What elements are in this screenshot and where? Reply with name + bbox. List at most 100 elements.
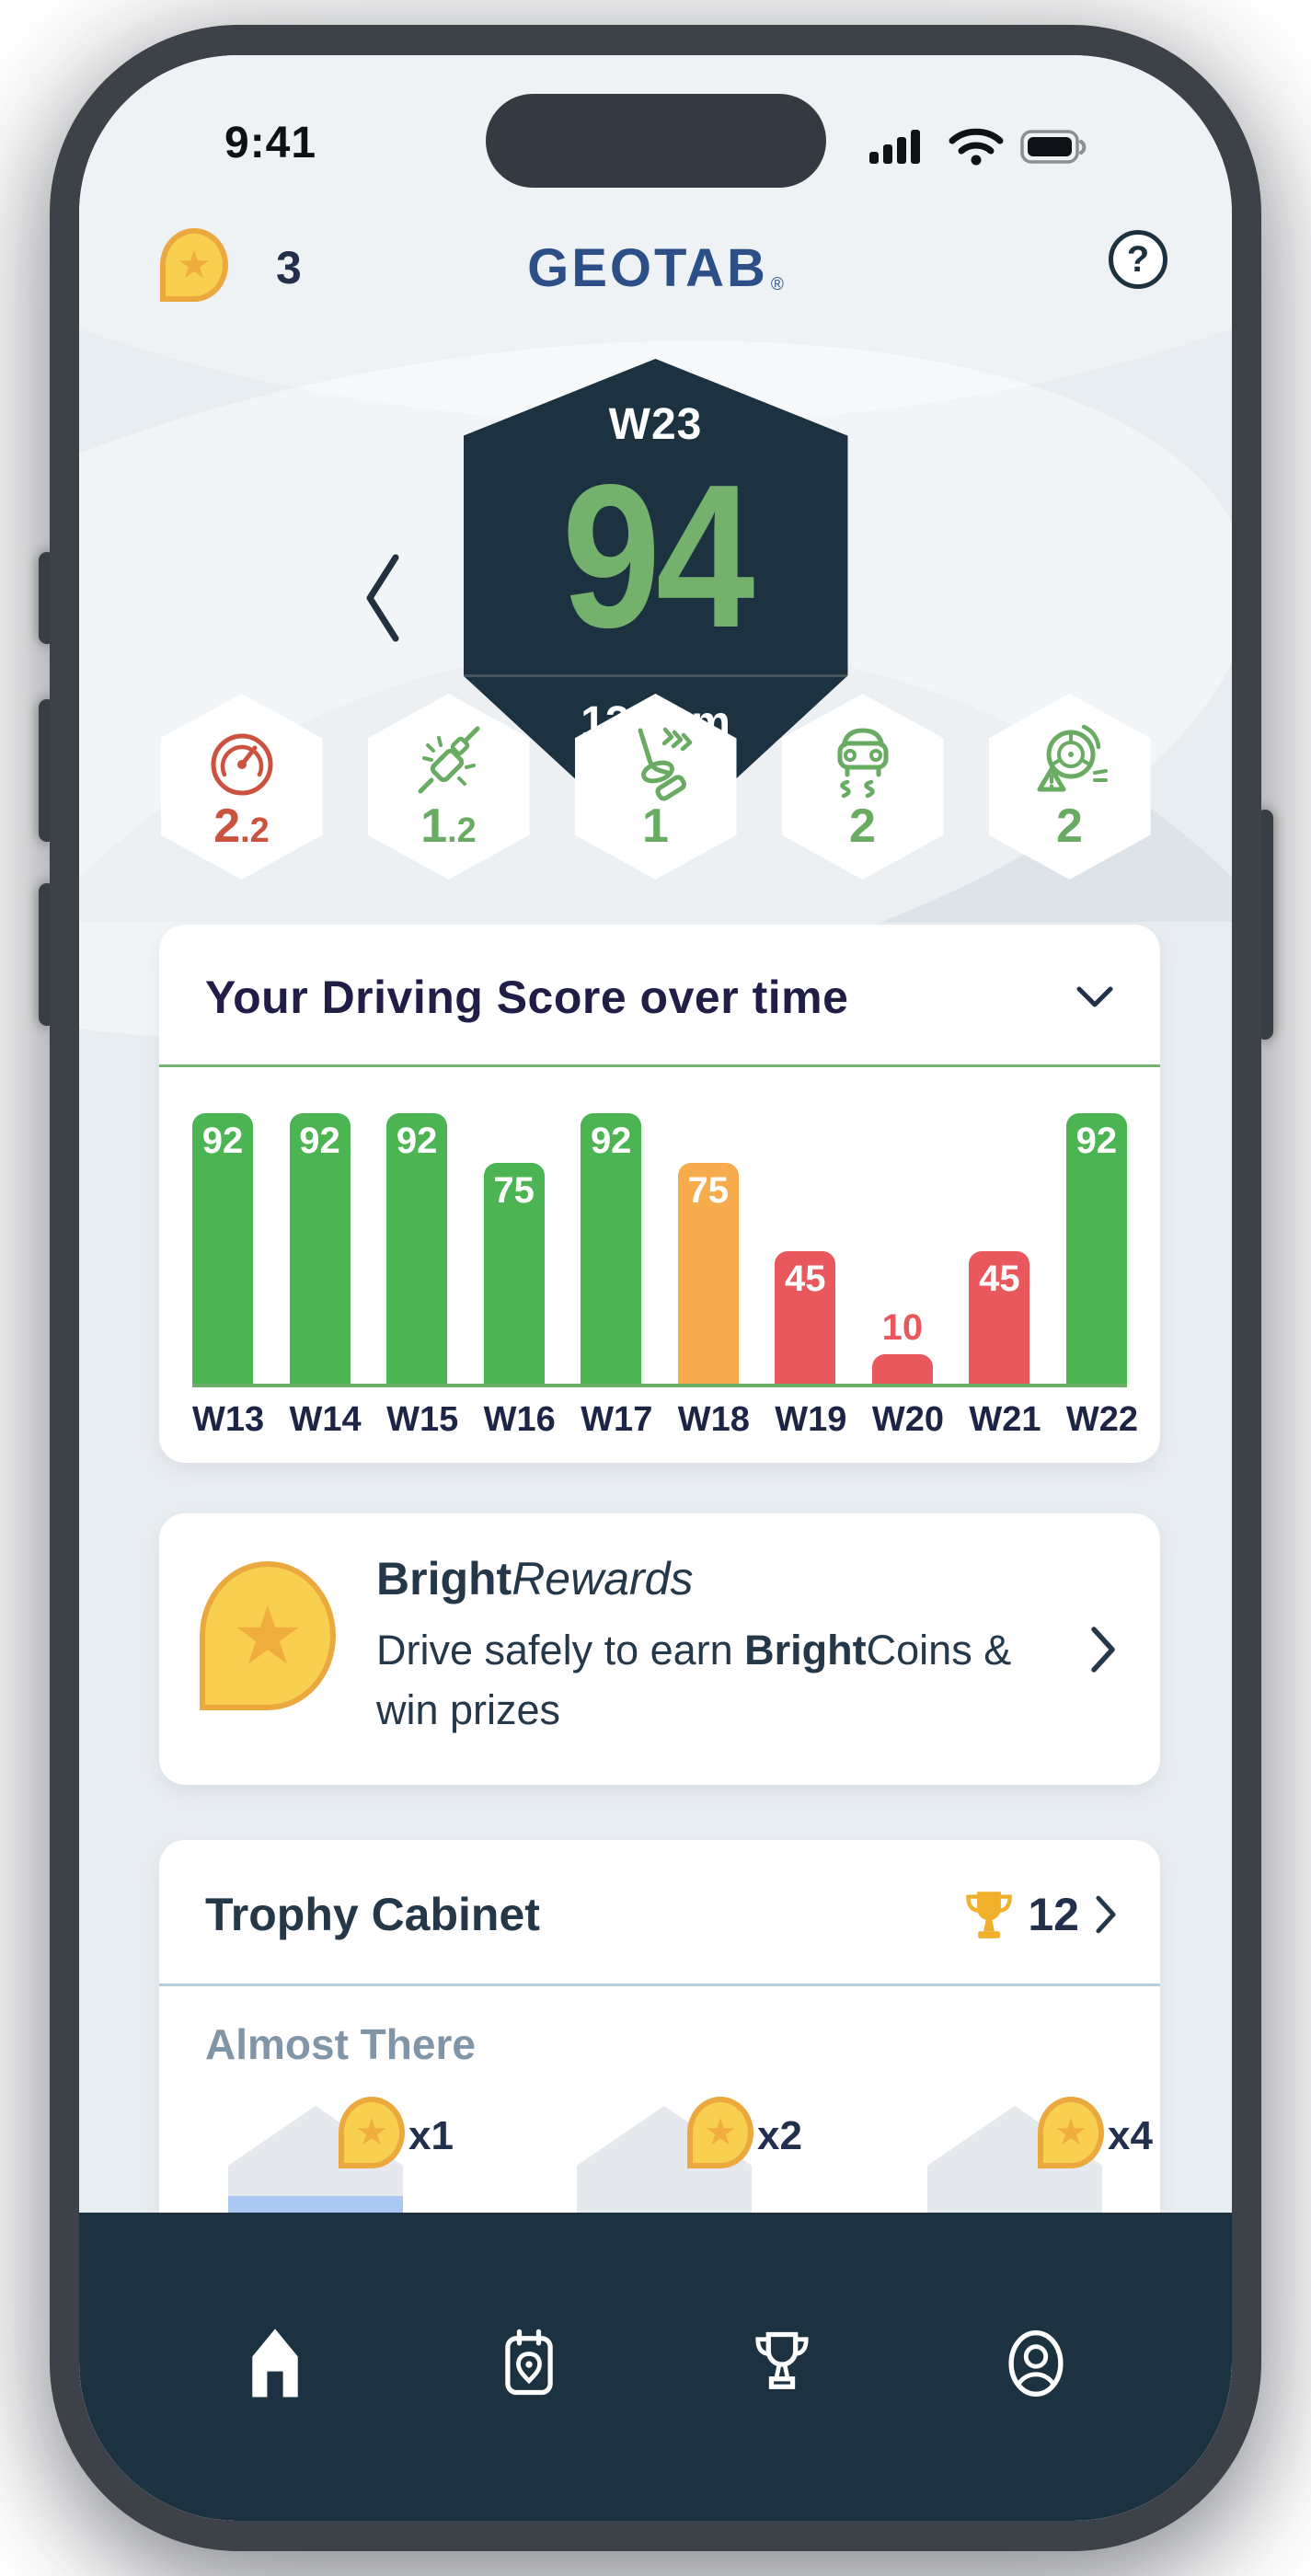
chart-card-header[interactable]: Your Driving Score over time <box>159 925 1160 1064</box>
wifi-icon <box>949 127 1004 172</box>
skidding-car-icon <box>837 728 888 799</box>
app-screen: 9:41 <box>79 55 1232 2521</box>
bright-rewards-card[interactable]: ★ BrightRewards Drive safely to earn Bri… <box>159 1513 1160 1785</box>
chevron-down-icon[interactable] <box>1075 985 1114 1009</box>
rewards-title-italic: Rewards <box>512 1553 694 1604</box>
bar-axis-label: W14 <box>289 1400 362 1439</box>
metric-tile-seatbelt[interactable]: 1.2 <box>367 694 530 880</box>
metric-tiles: 2.2 1.2 <box>79 694 1232 880</box>
metric-value: 2 <box>1056 799 1083 853</box>
chart-baseline <box>192 1384 1127 1387</box>
bar-W21: 45 <box>969 1251 1030 1384</box>
status-time: 9:41 <box>224 119 317 167</box>
profile-icon <box>1008 2329 1064 2398</box>
back-button[interactable] <box>362 550 403 650</box>
trophy-outline-icon <box>755 2331 809 2389</box>
trophy-cabinet-title: Trophy Cabinet <box>205 1889 540 1940</box>
coin-icon: ★ <box>687 2097 753 2168</box>
help-button[interactable]: ? <box>1109 230 1167 289</box>
rewards-title-bold: Bright <box>376 1553 512 1604</box>
bar-axis-label: W22 <box>1065 1400 1139 1439</box>
badge-divider <box>463 674 848 677</box>
bar-W14: 92 <box>289 1113 351 1384</box>
driving-score: 94 <box>561 443 754 671</box>
rewards-body-bold: Bright <box>744 1627 867 1673</box>
bar-W15: 92 <box>386 1113 448 1384</box>
nav-trips[interactable] <box>489 2321 569 2406</box>
logo-text: GEOTAB <box>527 238 768 298</box>
battery-icon <box>1020 130 1088 169</box>
trips-calendar-pin-icon <box>504 2329 553 2396</box>
bar-axis-label: W20 <box>871 1400 944 1439</box>
metric-tile-speeding[interactable]: 2.2 <box>160 694 323 880</box>
metric-tile-cornering[interactable]: 2 <box>781 694 944 880</box>
metric-tile-acceleration[interactable]: 1 <box>574 694 737 880</box>
bars: 92 92 92 75 92 75 45 10 45 92 <box>192 1111 1127 1384</box>
rewards-title: BrightRewards <box>376 1552 1020 1605</box>
chevron-right-icon[interactable] <box>1094 1893 1118 1936</box>
phone-frame: 9:41 <box>50 25 1261 2551</box>
registered-mark: ® <box>770 275 784 294</box>
nav-home[interactable] <box>236 2321 315 2406</box>
star-icon: ★ <box>231 1588 305 1683</box>
bar-axis-label: W16 <box>483 1400 556 1439</box>
trophy-cabinet-header[interactable]: Trophy Cabinet 12 <box>159 1840 1160 1984</box>
bar-W19: 45 <box>775 1251 836 1384</box>
geotab-logo: GEOTAB ® <box>527 237 784 299</box>
rewards-body: Drive safely to earn BrightCoins & win p… <box>376 1620 1020 1741</box>
rewards-body-prefix: Drive safely to earn <box>376 1627 745 1673</box>
rewards-text: BrightRewards Drive safely to earn Brigh… <box>376 1552 1020 1785</box>
bar-axis-label: W21 <box>969 1400 1041 1439</box>
nav-trophies[interactable] <box>742 2321 822 2406</box>
status-icons <box>869 127 1088 172</box>
metric-value: 2.2 <box>213 799 270 853</box>
cellular-signal-icon <box>869 129 932 170</box>
almost-there-title: Almost There <box>205 2020 476 2068</box>
speedometer-icon <box>211 733 272 796</box>
home-icon <box>252 2329 298 2398</box>
chart-card-title: Your Driving Score over time <box>205 972 849 1023</box>
tire-warning-icon <box>1037 724 1108 792</box>
coin-balance: 3 <box>276 242 302 293</box>
badge-progress-bar <box>228 2196 403 2213</box>
bar-W18: 75 <box>677 1163 739 1384</box>
badge-multiplier: x4 <box>1108 2113 1153 2158</box>
trophy-count: 12 <box>1028 1889 1079 1940</box>
chevron-left-icon <box>366 554 399 642</box>
chart-card-divider <box>159 1064 1160 1067</box>
bar-W17: 92 <box>581 1113 642 1384</box>
metric-value: 1 <box>642 799 669 853</box>
star-icon: ★ <box>177 242 212 287</box>
bottom-nav <box>79 2213 1232 2521</box>
week-label: W23 <box>608 400 703 449</box>
pedal-icon <box>638 727 692 801</box>
coin-icon: ★ <box>1038 2097 1104 2168</box>
trophy-icon <box>966 1892 1013 1938</box>
rewards-body-line2: win prizes <box>376 1686 561 1734</box>
metric-tile-braking[interactable]: 2 <box>988 694 1151 880</box>
badge-multiplier: x2 <box>757 2113 802 2158</box>
bar-axis-label: W17 <box>581 1400 653 1439</box>
metric-value: 2 <box>849 799 876 853</box>
bar-W20: 10 <box>871 1307 933 1384</box>
bar-axis-label: W19 <box>775 1400 847 1439</box>
bar-axis-labels: W13 W14 W15 W16 W17 W18 W19 W20 W21 W22 <box>192 1400 1139 1440</box>
trophy-count-group: 12 <box>965 1888 1118 1941</box>
dynamic-island <box>485 94 826 188</box>
bar-axis-label: W15 <box>386 1400 459 1439</box>
driving-score-chart-card: Your Driving Score over time 92 92 92 75 92 7… <box>159 925 1160 1463</box>
bar-W13: 92 <box>192 1113 253 1384</box>
rewards-body-suffix: Coins & <box>866 1627 1012 1673</box>
score-bar-chart: 92 92 92 75 92 75 45 10 45 92 W13 W14 W15 W16 W17 W18 W… <box>159 1067 1160 1440</box>
bar-axis-label: W13 <box>192 1400 265 1439</box>
seatbelt-icon <box>418 726 479 794</box>
bar-axis-label: W18 <box>677 1400 750 1439</box>
badge-multiplier: x1 <box>408 2113 454 2158</box>
coin-icon: ★ <box>339 2097 405 2168</box>
nav-profile[interactable] <box>996 2321 1075 2406</box>
bright-coin-icon[interactable]: ★ <box>160 228 228 302</box>
bar-W16: 75 <box>483 1163 545 1384</box>
metric-value: 1.2 <box>420 799 477 853</box>
chevron-right-icon[interactable] <box>1088 1624 1118 1675</box>
